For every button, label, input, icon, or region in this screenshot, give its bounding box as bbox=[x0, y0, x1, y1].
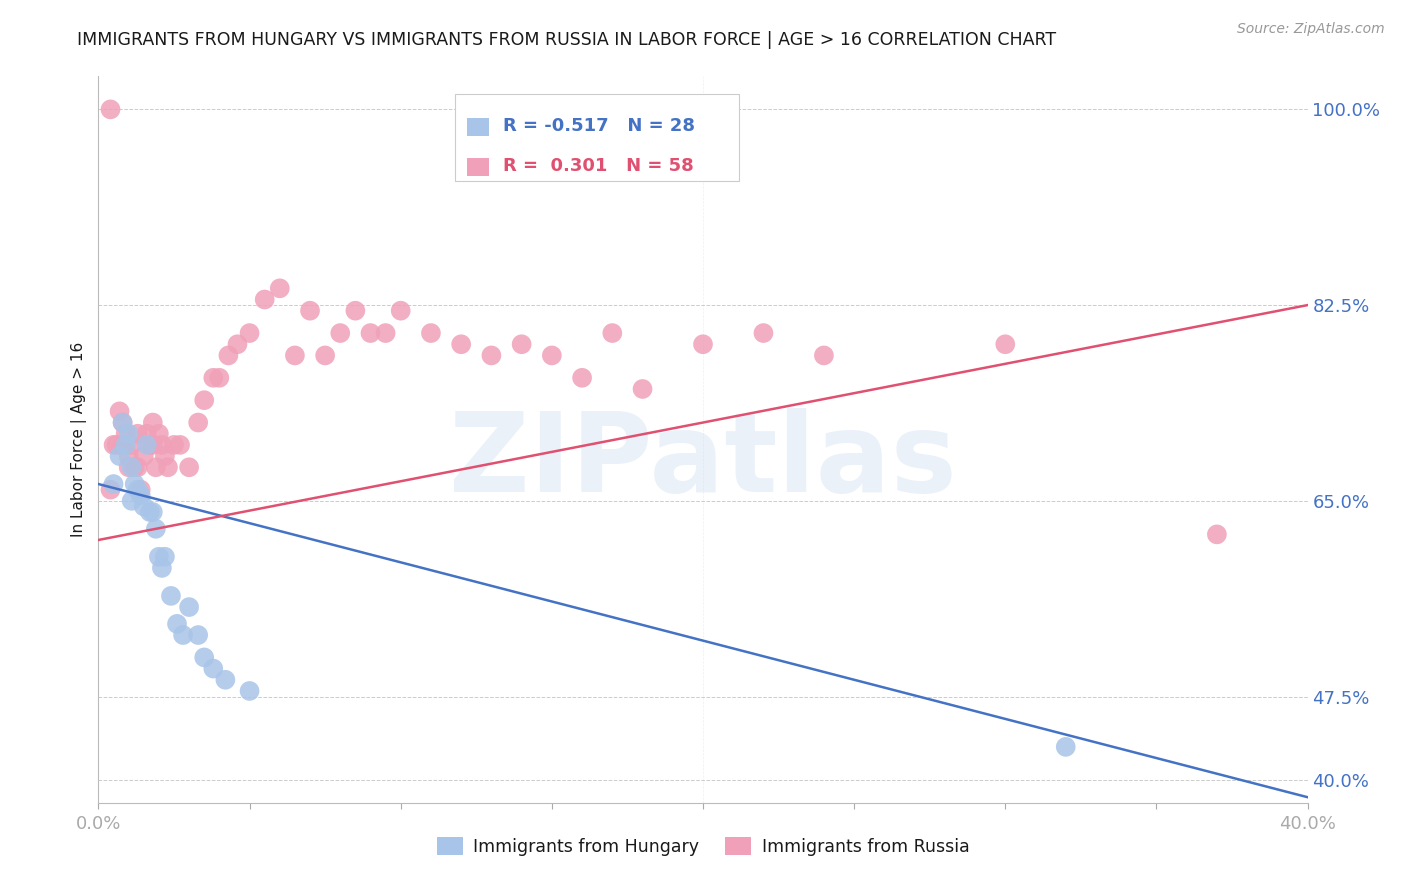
Point bbox=[187, 628, 209, 642]
Point bbox=[124, 477, 146, 491]
Point bbox=[540, 348, 562, 362]
Bar bbox=[467, 158, 489, 176]
Point bbox=[124, 460, 146, 475]
Point bbox=[139, 438, 162, 452]
Point bbox=[813, 348, 835, 362]
Point bbox=[100, 483, 122, 497]
Bar bbox=[467, 118, 489, 136]
Point bbox=[129, 488, 152, 502]
Point bbox=[602, 326, 624, 340]
Point bbox=[510, 337, 533, 351]
Text: R =  0.301   N = 58: R = 0.301 N = 58 bbox=[503, 157, 695, 175]
Text: ZIPatlas: ZIPatlas bbox=[449, 408, 957, 515]
Point bbox=[571, 371, 593, 385]
Point bbox=[202, 662, 225, 676]
Point bbox=[179, 460, 201, 475]
Point bbox=[179, 600, 201, 615]
Point bbox=[163, 438, 186, 452]
Point bbox=[150, 561, 173, 575]
Point bbox=[692, 337, 714, 351]
Point bbox=[1054, 739, 1077, 754]
Point bbox=[118, 449, 141, 463]
Point bbox=[193, 393, 215, 408]
Point bbox=[481, 348, 503, 362]
Point bbox=[118, 426, 141, 441]
Point bbox=[121, 493, 143, 508]
Point bbox=[132, 500, 155, 514]
Point bbox=[121, 438, 143, 452]
Point bbox=[111, 438, 134, 452]
Point bbox=[103, 477, 125, 491]
Point bbox=[1206, 527, 1229, 541]
Text: R = -0.517   N = 28: R = -0.517 N = 28 bbox=[503, 117, 696, 135]
Text: IMMIGRANTS FROM HUNGARY VS IMMIGRANTS FROM RUSSIA IN LABOR FORCE | AGE > 16 CORR: IMMIGRANTS FROM HUNGARY VS IMMIGRANTS FR… bbox=[77, 31, 1056, 49]
Point bbox=[217, 348, 239, 362]
Point bbox=[127, 483, 149, 497]
Point bbox=[752, 326, 775, 340]
Point bbox=[121, 460, 143, 475]
Point bbox=[105, 438, 128, 452]
Point bbox=[108, 449, 131, 463]
Point bbox=[208, 371, 231, 385]
Point bbox=[145, 460, 167, 475]
Point bbox=[202, 371, 225, 385]
Point bbox=[239, 326, 262, 340]
Point bbox=[111, 416, 134, 430]
Point bbox=[111, 416, 134, 430]
Point bbox=[344, 303, 367, 318]
Point bbox=[114, 438, 136, 452]
Point bbox=[193, 650, 215, 665]
Point bbox=[118, 460, 141, 475]
Text: Source: ZipAtlas.com: Source: ZipAtlas.com bbox=[1237, 22, 1385, 37]
Point bbox=[132, 449, 155, 463]
Point bbox=[142, 438, 165, 452]
Point bbox=[299, 303, 322, 318]
Point bbox=[135, 438, 157, 452]
Point bbox=[160, 589, 183, 603]
Point bbox=[360, 326, 382, 340]
Point bbox=[631, 382, 654, 396]
Point bbox=[153, 449, 176, 463]
Point bbox=[166, 616, 188, 631]
Point bbox=[239, 684, 262, 698]
Point bbox=[420, 326, 443, 340]
Point bbox=[148, 426, 170, 441]
Point bbox=[214, 673, 236, 687]
Point bbox=[172, 628, 194, 642]
Point bbox=[108, 404, 131, 418]
Point bbox=[142, 505, 165, 519]
Point bbox=[374, 326, 396, 340]
Point bbox=[129, 483, 152, 497]
Point bbox=[156, 460, 179, 475]
Point bbox=[187, 416, 209, 430]
Point bbox=[135, 426, 157, 441]
Point bbox=[226, 337, 249, 351]
FancyBboxPatch shape bbox=[456, 94, 740, 181]
Point bbox=[145, 522, 167, 536]
Point bbox=[329, 326, 352, 340]
Point bbox=[127, 426, 149, 441]
Point bbox=[253, 293, 276, 307]
Point bbox=[450, 337, 472, 351]
Point bbox=[148, 549, 170, 564]
Point bbox=[100, 103, 122, 117]
Point bbox=[139, 505, 162, 519]
Y-axis label: In Labor Force | Age > 16: In Labor Force | Age > 16 bbox=[72, 342, 87, 537]
Point bbox=[994, 337, 1017, 351]
Point bbox=[114, 426, 136, 441]
Point bbox=[169, 438, 191, 452]
Point bbox=[142, 416, 165, 430]
Point bbox=[284, 348, 307, 362]
Point bbox=[389, 303, 412, 318]
Point bbox=[314, 348, 336, 362]
Point bbox=[127, 460, 149, 475]
Legend: Immigrants from Hungary, Immigrants from Russia: Immigrants from Hungary, Immigrants from… bbox=[430, 830, 976, 863]
Point bbox=[153, 549, 176, 564]
Point bbox=[103, 438, 125, 452]
Point bbox=[150, 438, 173, 452]
Point bbox=[269, 281, 291, 295]
